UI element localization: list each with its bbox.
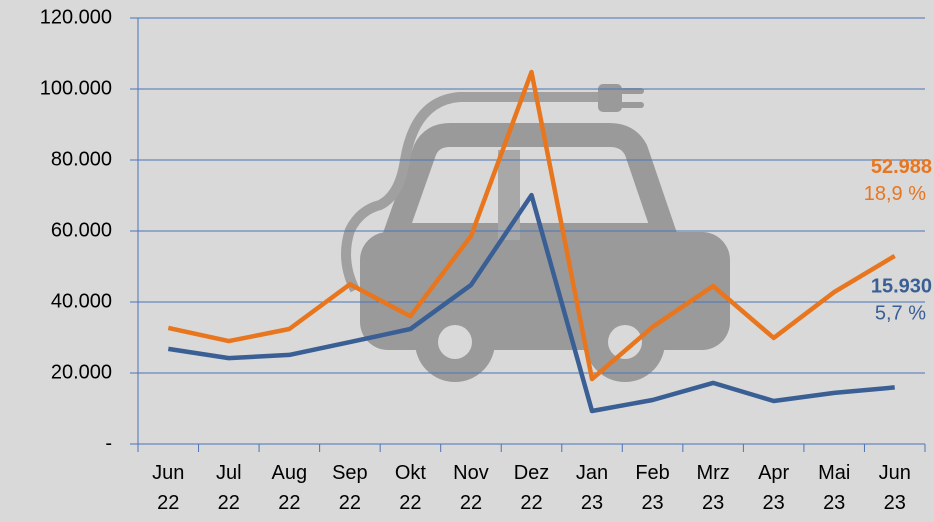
x-tick-label: Feb 23 xyxy=(631,458,675,518)
chart: - 20.000 40.000 60.000 80.000 100.000 120.000 5… xyxy=(0,0,934,522)
car-icon xyxy=(346,84,730,382)
x-tick-label: Jun 23 xyxy=(873,458,917,518)
x-tick-label: Apr 23 xyxy=(752,458,796,518)
x-tick-label: Jul 22 xyxy=(207,458,251,518)
x-tick-label: Jun 22 xyxy=(146,458,190,518)
y-tick-label: 20.000 xyxy=(51,361,112,383)
value-label: 52.988 xyxy=(871,156,932,178)
x-tick-label: Dez 22 xyxy=(510,458,554,518)
share-label: 5,7 % xyxy=(875,303,926,325)
y-tick-label: 100.000 xyxy=(40,77,112,99)
y-tick-label: - xyxy=(105,432,112,454)
chart-svg: - 20.000 40.000 60.000 80.000 100.000 120.000 5… xyxy=(0,0,934,522)
y-tick-label: 40.000 xyxy=(51,290,112,312)
x-tick-label: Jan 23 xyxy=(570,458,614,518)
y-tick-label: 80.000 xyxy=(51,148,112,170)
x-tick-label: Mrz 23 xyxy=(691,458,735,518)
value-label: 15.930 xyxy=(871,276,932,298)
y-tick-label: 60.000 xyxy=(51,219,112,241)
x-tick-label: Sep 22 xyxy=(328,458,372,518)
x-tick-label: Nov 22 xyxy=(449,458,493,518)
x-tick-label: Okt 22 xyxy=(388,458,432,518)
x-tick-label: Mai 23 xyxy=(812,458,856,518)
y-tick-label: 120.000 xyxy=(40,6,112,28)
x-tick-label: Aug 22 xyxy=(267,458,311,518)
share-label: 18,9 % xyxy=(864,183,926,205)
